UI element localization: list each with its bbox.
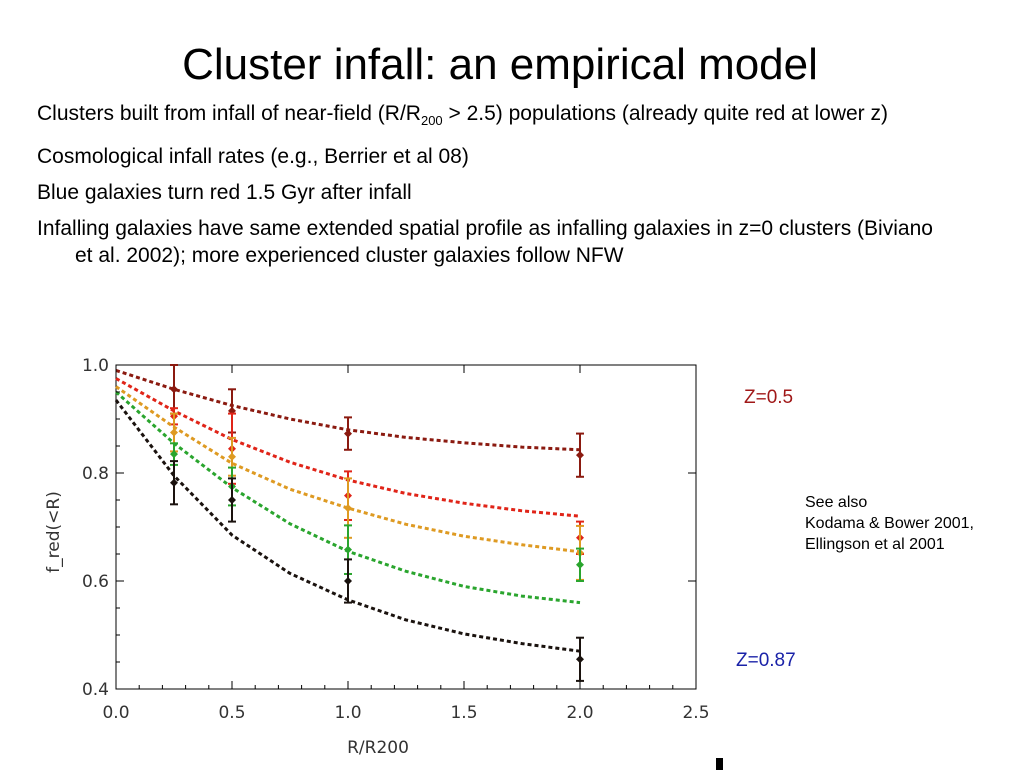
y-tick-label: 1.0	[82, 356, 109, 376]
data-point	[228, 496, 236, 504]
bullet-subscript: 200	[420, 113, 443, 129]
data-point	[576, 655, 584, 664]
y-tick-label: 0.8	[82, 464, 109, 484]
stray-mark	[716, 758, 723, 770]
y-axis-label: f_red(<R)	[44, 491, 64, 573]
see-also-line: See also	[805, 494, 868, 511]
bullet-blue-to-red: Blue galaxies turn red 1.5 Gyr after inf…	[37, 181, 412, 205]
data-point	[576, 560, 584, 569]
x-tick-label: 0.0	[102, 703, 129, 723]
data-point	[170, 385, 178, 394]
z-high-label: Z=0.5	[744, 387, 794, 408]
z-low-label: Z=0.87	[736, 650, 796, 671]
slide-title: Cluster infall: an empirical model	[182, 40, 818, 89]
plot-frame	[115, 364, 697, 690]
bullet-text: Clusters built from infall of near-field…	[37, 102, 421, 125]
y-tick-label: 0.6	[82, 572, 109, 592]
x-tick-label: 1.5	[450, 703, 477, 723]
data-point	[170, 450, 178, 459]
y-tick-label: 0.4	[82, 680, 109, 700]
bullet-infall-origin: Clusters built from infall of near-field…	[37, 100, 937, 134]
bullet-list: Clusters built from infall of near-field…	[37, 100, 937, 278]
bullet-text-cont: > 2.5) populations (already quite red at…	[442, 102, 889, 125]
data-point	[344, 429, 352, 438]
see-also-note: See also Kodama & Bower 2001, Ellingson …	[805, 492, 974, 555]
data-point	[170, 478, 178, 487]
chart-axes: 0.0 0.5 1.0 1.5 2.0 2.5 0.4 0.6 0.8 1.0	[82, 356, 710, 723]
bullet-spatial-profile: Infalling galaxies have same extended sp…	[37, 217, 933, 268]
data-point	[228, 452, 236, 461]
x-axis-label: R/R200	[347, 738, 409, 758]
bullet-infall-rates: Cosmological infall rates (e.g., Berrier…	[37, 145, 469, 169]
model-curve	[115, 385, 581, 554]
see-also-line: Kodama & Bower 2001,	[805, 515, 974, 532]
chart-marks	[114, 364, 584, 682]
x-tick-label: 0.5	[218, 703, 245, 723]
x-tick-label: 1.0	[334, 703, 361, 723]
see-also-line: Ellingson et al 2001	[805, 536, 945, 553]
x-tick-label: 2.5	[682, 703, 709, 723]
x-tick-label: 2.0	[566, 703, 593, 723]
data-point	[344, 545, 352, 554]
data-point	[344, 577, 352, 585]
data-point	[344, 504, 352, 513]
data-point	[576, 451, 584, 460]
data-point	[170, 428, 178, 437]
chart: 0.0 0.5 1.0 1.5 2.0 2.5 0.4 0.6 0.8 1.0 R/R200 f_…	[44, 356, 710, 758]
